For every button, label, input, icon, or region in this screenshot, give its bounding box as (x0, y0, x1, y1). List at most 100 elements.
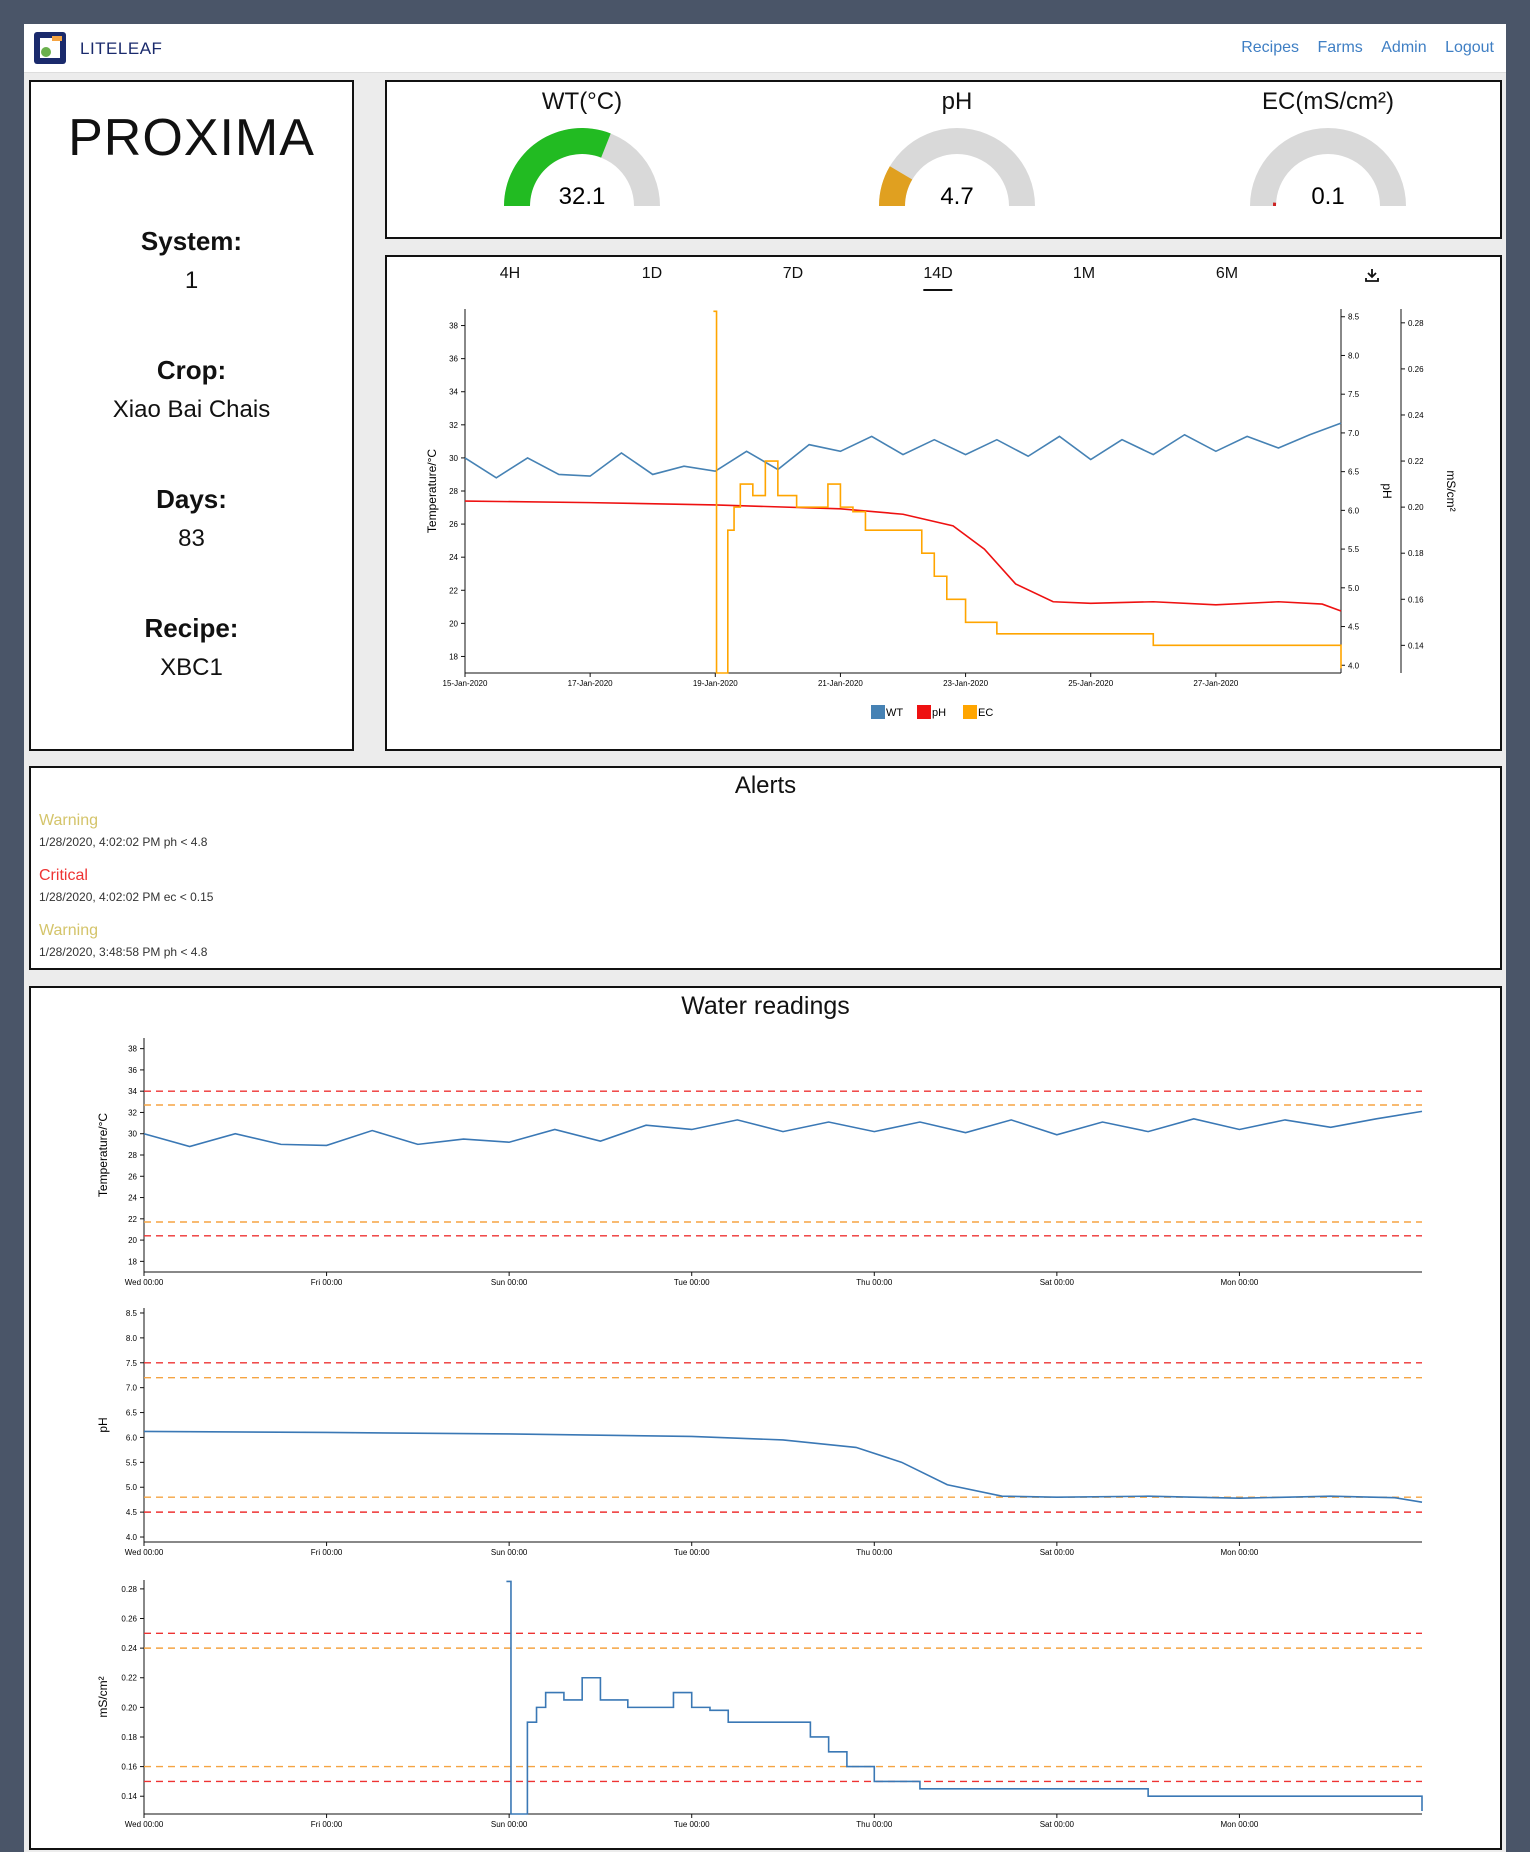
history-y-axis-ec-tick-label: 0.20 (1408, 503, 1424, 512)
series-line-ph (464, 500, 1342, 612)
wt-chart-y-axis-tick-label: 38 (128, 1045, 137, 1054)
alert-item: Warning 1/28/2020, 4:02:02 PM ph < 4.8 (39, 812, 207, 849)
wt-chart-x-axis-tick-label: Wed 00:00 (125, 1278, 164, 1287)
history-y-axis-temp-tick-label: 34 (449, 388, 458, 397)
page: LITELEAF Recipes Farms Admin Logout PROX… (24, 24, 1506, 1852)
wt-chart-y-axis-tick-label: 18 (128, 1257, 137, 1266)
water-ec-chart: 0.14 0.16 0.18 0.20 0.22 0.24 0.26 0.28 Wed 00:0… (96, 1580, 1423, 1829)
nav-link-farms[interactable]: Farms (1317, 39, 1363, 56)
history-y-axis-ph-tick-label: 7.0 (1348, 429, 1360, 438)
gauge-ec: EC(mS/cm²) 0.1 (1228, 82, 1428, 237)
ph-chart-x-axis-tick-label: Sun 00:00 (491, 1548, 528, 1557)
ec-chart-x-axis-tick-label: Mon 00:00 (1221, 1820, 1259, 1829)
ec-chart-y-axis-tick-label: 0.20 (121, 1703, 137, 1712)
ph-chart-x-axis-tick-label: Wed 00:00 (125, 1548, 164, 1557)
history-y-axis-ph-tick-label: 6.0 (1348, 506, 1360, 515)
legend-label-wt: WT (886, 707, 903, 719)
history-y-axis-ph-tick-label: 5.5 (1348, 545, 1360, 554)
ec-chart-y-axis-tick-label: 0.18 (121, 1733, 137, 1742)
legend-label-ec: EC (978, 707, 993, 719)
wt-chart-y-axis-tick-label: 36 (128, 1066, 137, 1075)
gauge-fill (504, 127, 611, 206)
wt-chart-x-axis-tick-label: Fri 00:00 (311, 1278, 343, 1287)
ph-chart-y-axis-tick-label: 6.0 (126, 1433, 138, 1442)
ph-chart-x-axis-tick-label: Mon 00:00 (1221, 1548, 1259, 1557)
range-7d[interactable]: 7D (782, 265, 804, 282)
wt-chart-y-axis-tick-label: 32 (128, 1108, 137, 1117)
liteleaf-logo-icon[interactable] (32, 30, 68, 66)
ph-chart-y-axis-tick-label: 4.5 (126, 1508, 138, 1517)
ph-chart-y-axis-tick-label: 8.0 (126, 1334, 138, 1343)
history-y-axis-temp-tick-label: 32 (449, 421, 458, 430)
history-x-axis-tick-label: 25-Jan-2020 (1068, 679, 1113, 688)
ec-chart-x-axis-tick-label: Tue 00:00 (674, 1820, 710, 1829)
ph-chart-y-axis-tick-label: 6.5 (126, 1409, 138, 1418)
history-y-axis-temp-tick-label: 26 (449, 520, 458, 529)
history-y-axis-temp-tick-label: 30 (449, 454, 458, 463)
range-6m[interactable]: 6M (1215, 265, 1239, 282)
ph-chart-y-axis-tick-label: 5.5 (126, 1458, 138, 1467)
wt-chart-y-axis-tick-label: 26 (128, 1172, 137, 1181)
nav-links: Recipes Farms Admin Logout (1227, 39, 1494, 57)
history-y-axis-ec-tick-label: 0.14 (1408, 641, 1424, 650)
ph-chart-x-axis-tick-label: Thu 00:00 (856, 1548, 893, 1557)
ec-chart-x-axis-tick-label: Wed 00:00 (125, 1820, 164, 1829)
series-line-wt (464, 422, 1342, 479)
legend-label-ph: pH (932, 707, 946, 719)
system-label: System: (140, 226, 243, 256)
history-y-axis-ph-tick-label: 5.0 (1348, 584, 1360, 593)
ph-chart-y-axis-tick-label: 7.5 (126, 1359, 138, 1368)
history-y-axis-ph-tick-label: 8.5 (1348, 313, 1360, 322)
history-x-axis-tick-label: 19-Jan-2020 (693, 679, 738, 688)
wt-chart-y-axis-tick-label: 30 (128, 1130, 137, 1139)
wt-chart-x-axis-tick-label: Mon 00:00 (1221, 1278, 1259, 1287)
legend-swatch-wt (871, 705, 885, 719)
alert-level: Warning (39, 922, 98, 939)
ec-chart-series-line (506, 1580, 1423, 1815)
nav-link-recipes[interactable]: Recipes (1241, 39, 1300, 56)
history-x-axis-tick-label: 15-Jan-2020 (443, 679, 488, 688)
days-label: Days: (156, 484, 227, 514)
legend-swatch-ph (917, 705, 931, 719)
range-14d[interactable]: 14D (923, 265, 953, 291)
wt-chart-x-axis-tick-label: Thu 00:00 (856, 1278, 893, 1287)
ec-chart-x-axis-tick-label: Fri 00:00 (311, 1820, 343, 1829)
range-1d[interactable]: 1D (641, 265, 663, 282)
download-icon[interactable] (1364, 267, 1380, 289)
wt-chart-y-axis-tick-label: 24 (128, 1194, 137, 1203)
range-1m[interactable]: 1M (1072, 265, 1096, 282)
history-y-axis-ec-tick-label: 0.16 (1408, 595, 1424, 604)
history-y-axis-ec-tick-label: 0.26 (1408, 365, 1424, 374)
gauge-track (1250, 128, 1406, 206)
water-ph-chart: 4.0 4.5 5.0 5.5 6.0 6.5 7.0 7.5 8.0 8.5 Wed 00:00 F… (96, 1308, 1423, 1557)
nav-link-admin[interactable]: Admin (1381, 39, 1427, 56)
history-y-axis-ec-tick-label: 0.22 (1408, 457, 1424, 466)
history-chart: 18 20 22 24 26 28 30 32 34 36 38 4.0 4.5 5.0 5.5 6.0 6.5… (425, 309, 1458, 719)
history-y-axis-temp-tick-label: 24 (449, 553, 458, 562)
brand-name[interactable]: LITELEAF (80, 39, 163, 58)
history-y-axis-temp-tick-label: 22 (449, 586, 458, 595)
wt-chart-y-axis-tick-label: 22 (128, 1215, 137, 1224)
ec-chart-x-axis-tick-label: Sun 00:00 (491, 1820, 528, 1829)
range-4h[interactable]: 4H (499, 265, 521, 282)
wt-chart-x-axis-tick-label: Tue 00:00 (674, 1278, 710, 1287)
gauge-track (879, 128, 1035, 206)
recipe-value: XBC1 (160, 654, 223, 681)
ec-chart-y-label: mS/cm² (96, 1676, 110, 1717)
days-value: 83 (178, 525, 205, 552)
nav-link-logout[interactable]: Logout (1445, 39, 1494, 56)
history-y-axis-ph-tick-label: 7.5 (1348, 390, 1360, 399)
ph-chart-y-axis-tick-label: 4.0 (126, 1533, 138, 1542)
history-x-axis-tick-label: 27-Jan-2020 (1193, 679, 1238, 688)
alert-level: Warning (39, 812, 98, 829)
ph-chart-x-axis-tick-label: Sat 00:00 (1040, 1548, 1075, 1557)
ph-chart-y-axis-tick-label: 7.0 (126, 1384, 138, 1393)
history-x-axis-tick-label: 17-Jan-2020 (568, 679, 613, 688)
alert-detail: 1/28/2020, 4:02:02 PM ph < 4.8 (39, 835, 208, 849)
gauge-wt: WT(°C) 32.1 (482, 82, 682, 237)
ec-chart-x-axis-tick-label: Thu 00:00 (856, 1820, 893, 1829)
ph-chart-y-label: pH (96, 1417, 110, 1432)
history-y-axis-ph-tick-label: 4.0 (1348, 661, 1360, 670)
gauge-ph-dial: 4.7 (879, 128, 1035, 208)
history-y-axis-ec-tick-label: 0.24 (1408, 411, 1424, 420)
